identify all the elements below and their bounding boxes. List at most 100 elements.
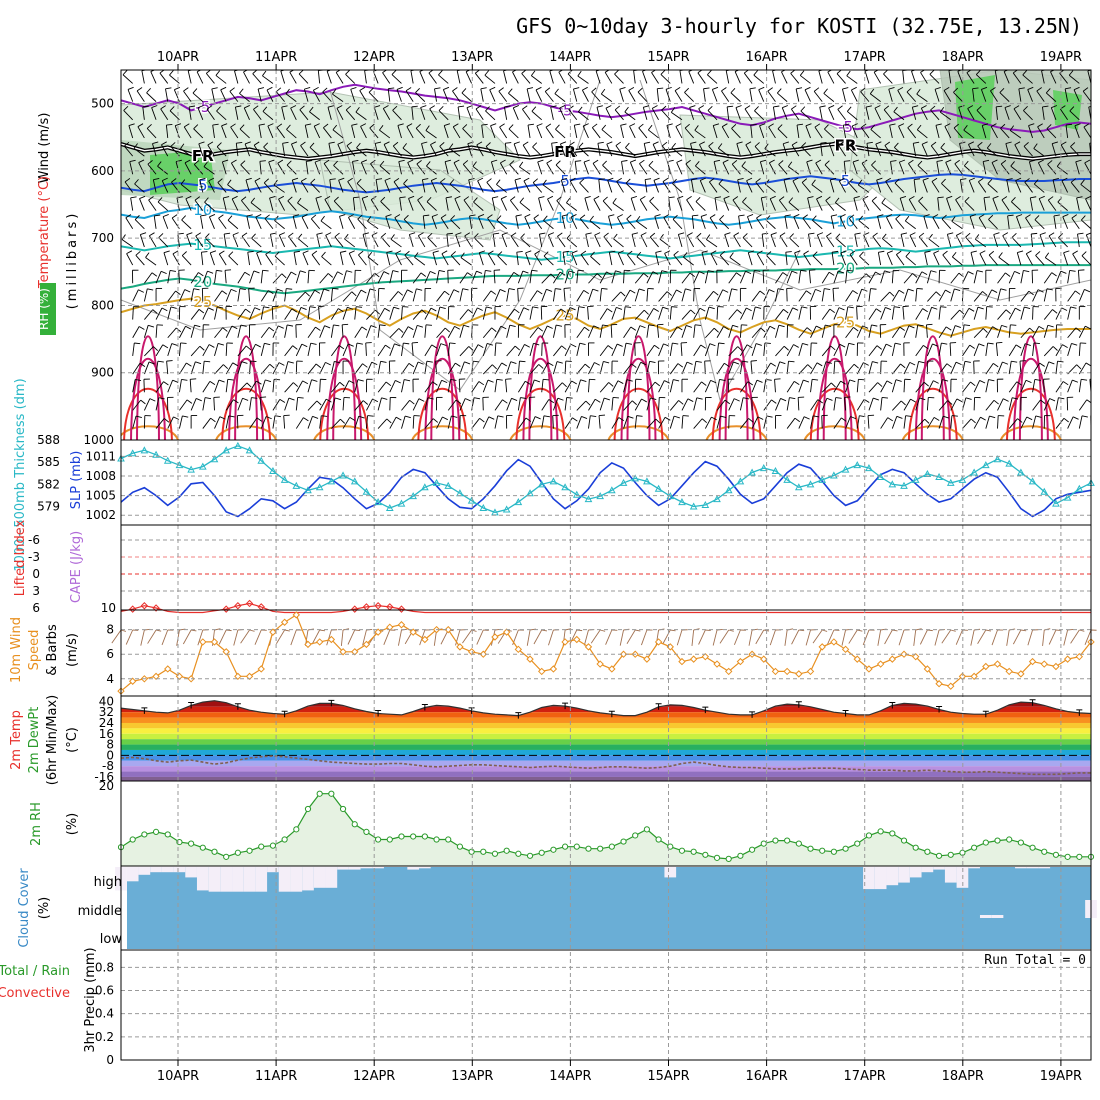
wind-barb — [478, 252, 484, 266]
wind-barb-flag — [584, 326, 590, 332]
wind-barb — [167, 290, 176, 302]
wind-barb-flag — [616, 343, 623, 347]
wind-barb-flag — [644, 141, 651, 144]
wind-barb — [342, 417, 351, 429]
wind-barb-flag — [453, 159, 460, 164]
wind-barb-flag — [460, 252, 465, 258]
wind-barb — [676, 162, 683, 175]
wind-barb — [216, 110, 227, 121]
wind-barb-flag — [522, 105, 528, 110]
wind-barb-flag — [708, 141, 714, 147]
wind-barb-flag — [496, 179, 501, 185]
wind-barb — [459, 272, 468, 284]
wind-barb — [272, 325, 279, 338]
date-label-bottom: 17APR — [844, 1069, 886, 1084]
wind-barb-flag — [239, 288, 246, 290]
wind-barb-flag — [872, 361, 879, 364]
wind-barb — [297, 238, 309, 248]
wind-barb-flag — [338, 177, 345, 181]
wind-barb-flag — [149, 398, 156, 402]
wind-barb — [798, 270, 802, 284]
rh2m-point — [269, 842, 277, 849]
wind-barb — [810, 379, 813, 393]
wind-barb — [526, 88, 531, 102]
wind-barb — [249, 361, 251, 375]
wind-barb — [552, 288, 556, 302]
isotherm-loop — [411, 425, 474, 440]
wind-barb-flag — [478, 214, 485, 218]
wind-barb — [623, 306, 626, 320]
wind-barb-flag — [264, 342, 271, 346]
wind-barb-flag — [395, 380, 401, 384]
wind-barb — [860, 127, 870, 139]
wind-barb-flag — [500, 159, 506, 164]
wind-barb — [572, 88, 578, 102]
wind-barb-flag — [532, 142, 538, 148]
wind-barb-flag — [361, 159, 368, 163]
wind-barb-flag — [779, 361, 786, 365]
wind-barb — [454, 198, 461, 211]
wind-barb-flag — [847, 306, 854, 309]
wind-barb — [576, 343, 581, 357]
wind-barb-flag — [607, 177, 614, 181]
rh2m-point — [912, 844, 919, 851]
wind-barb-flag — [782, 272, 788, 277]
wind-barb-flag — [404, 379, 411, 382]
wind-barb-flag — [487, 379, 494, 383]
wind-barb — [679, 70, 683, 84]
wind-barb-flag — [853, 363, 859, 369]
wind-barb — [755, 181, 765, 193]
wind-barb — [177, 233, 180, 247]
wind-barb-flag — [486, 306, 493, 309]
wind-barb-flag — [367, 415, 374, 417]
wind-barb-flag — [138, 159, 145, 163]
wind-barb-flag — [211, 87, 218, 90]
wind-barb — [588, 288, 594, 302]
wind-barb — [538, 197, 543, 211]
wind-barb — [699, 144, 706, 157]
wind-barb-flag — [350, 86, 357, 90]
wind-barb-flag — [345, 70, 351, 75]
wind-barb-flag — [538, 364, 544, 369]
isotherm-label: FR — [835, 136, 857, 154]
wind-barb-flag — [940, 306, 947, 308]
wind-barb-flag — [140, 399, 146, 405]
wind-barb-flag — [794, 417, 801, 423]
wind-barb — [591, 91, 601, 102]
cloud-high-bar — [348, 867, 361, 870]
wind-barb — [225, 325, 233, 338]
wind-barb — [211, 88, 215, 102]
wind-barb-flag — [353, 196, 360, 199]
wind-barb-flag — [860, 87, 866, 93]
wind-barb — [387, 88, 391, 102]
wind-barb — [319, 325, 325, 338]
rh2m-point — [807, 845, 814, 852]
wind-barb-flag — [609, 250, 616, 253]
wind-barb-flag — [225, 269, 232, 271]
wind-barb — [741, 165, 753, 175]
wind-barb — [283, 415, 286, 429]
wind-barb — [452, 90, 461, 102]
wind-barb-flag — [673, 379, 680, 382]
wind-barb — [719, 219, 730, 230]
wind-barb-flag — [301, 214, 308, 218]
wind-barb-flag — [718, 342, 725, 345]
wind-barb-flag — [287, 196, 293, 202]
wind-barb — [872, 236, 881, 248]
wind-barb — [806, 161, 811, 175]
wind-barb-flag — [442, 416, 448, 421]
wind-barb — [277, 163, 285, 175]
wind-barb-flag — [157, 161, 162, 167]
wind-barb — [295, 307, 302, 320]
wind-barb — [582, 125, 589, 139]
slp-tick: 1002 — [85, 508, 116, 522]
rh2m-point — [784, 837, 791, 844]
wind-barb-flag — [490, 123, 497, 127]
wind-barb-flag — [584, 196, 591, 199]
wind-barb — [512, 71, 519, 84]
rh2m-point — [748, 846, 756, 853]
wind-barb — [880, 291, 890, 302]
wind-barb-flag — [348, 380, 355, 384]
wind-barb — [180, 148, 192, 157]
wind-barb — [827, 71, 835, 84]
